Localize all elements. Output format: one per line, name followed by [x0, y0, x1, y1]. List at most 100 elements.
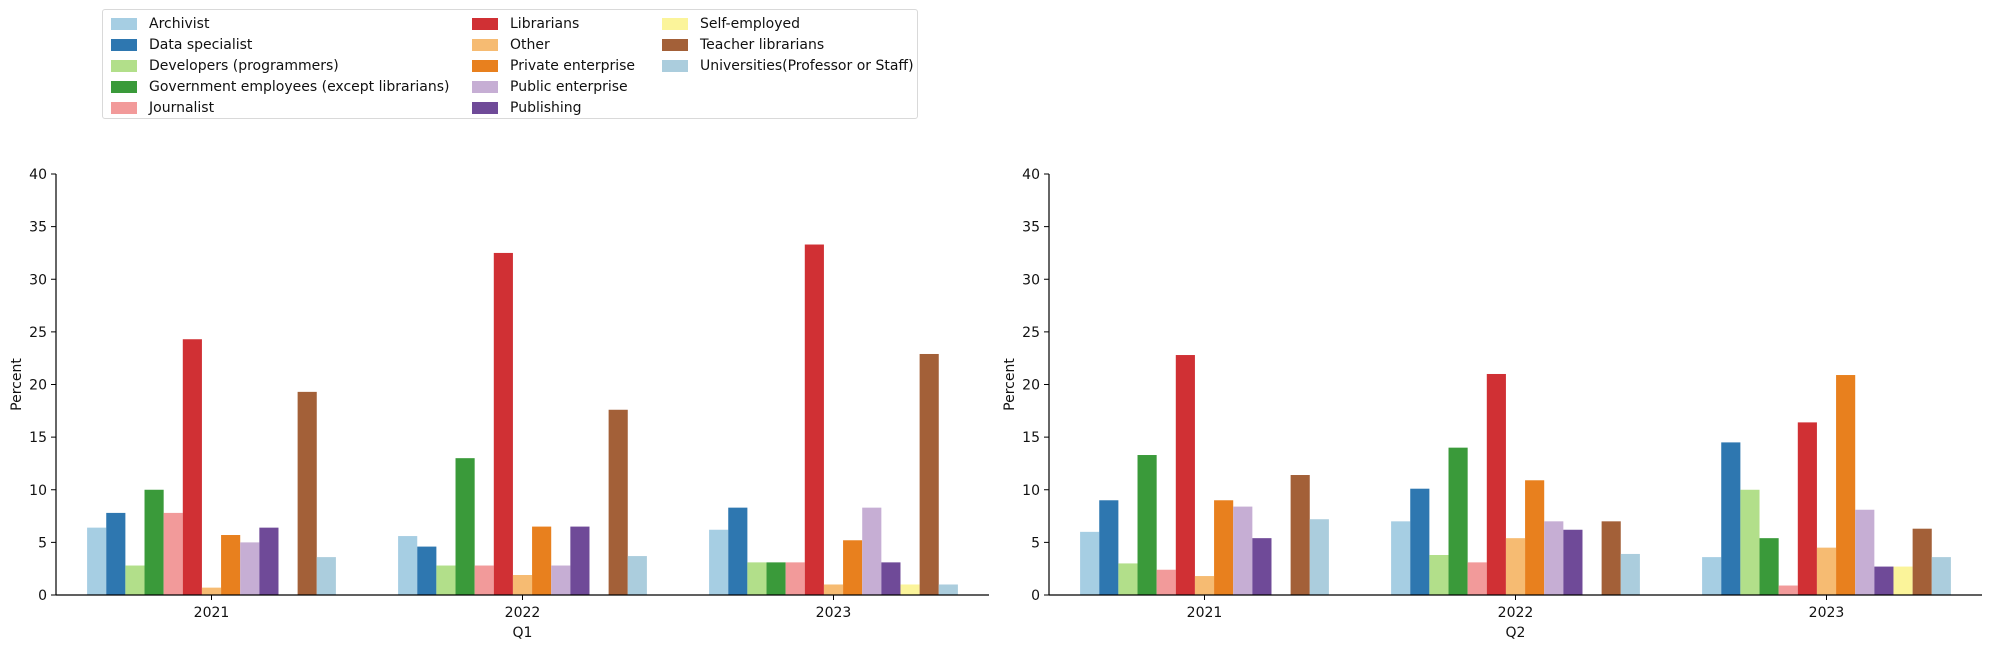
- bar: [1702, 557, 1722, 595]
- bar: [1214, 500, 1234, 595]
- y-tick-label: 0: [1031, 588, 1040, 604]
- bar: [1874, 566, 1894, 595]
- bar: [182, 339, 202, 595]
- bar: [1233, 506, 1253, 595]
- legend-item: Government employees (except librarians): [111, 79, 449, 95]
- bar: [709, 529, 729, 595]
- bar: [785, 562, 805, 595]
- bar: [551, 565, 571, 595]
- legend-swatch: [111, 39, 137, 51]
- bar: [1525, 480, 1545, 595]
- bar: [1778, 585, 1798, 595]
- y-tick-label: 25: [29, 325, 47, 341]
- bar: [1194, 576, 1215, 595]
- bar: [1797, 422, 1817, 595]
- legend-swatch: [472, 39, 498, 51]
- bar: [1721, 442, 1741, 595]
- x-tick-label: 2021: [194, 605, 230, 621]
- bar: [532, 526, 552, 595]
- bar: [297, 391, 317, 595]
- y-tick-label: 40: [1022, 167, 1040, 183]
- legend-label: Self-employed: [700, 16, 800, 32]
- legend-label: Librarians: [510, 16, 580, 32]
- bar: [766, 562, 786, 595]
- bar: [1448, 447, 1468, 595]
- bar: [1601, 521, 1621, 595]
- x-tick-label: 2023: [1809, 605, 1845, 621]
- bar: [493, 252, 513, 595]
- legend-item: Librarians: [472, 16, 579, 32]
- bar: [1486, 373, 1506, 595]
- y-tick-label: 35: [29, 220, 47, 236]
- y-tick-label: 5: [38, 535, 47, 551]
- y-tick-label: 30: [29, 272, 47, 288]
- bar: [843, 540, 863, 595]
- bar: [1410, 488, 1430, 595]
- bar: [512, 575, 533, 595]
- x-axis-title: Q1: [513, 625, 533, 641]
- bar: [1290, 475, 1310, 595]
- legend-label: Data specialist: [149, 37, 253, 53]
- bar: [474, 565, 494, 595]
- bar: [881, 562, 901, 595]
- bar: [1620, 553, 1640, 595]
- y-tick-label: 20: [29, 378, 47, 394]
- bar: [1505, 538, 1526, 595]
- x-tick-label: 2022: [505, 605, 541, 621]
- legend-swatch: [662, 18, 688, 30]
- legend-swatch: [111, 81, 137, 93]
- legend-label: Private enterprise: [510, 58, 636, 74]
- bar: [1099, 500, 1119, 595]
- bar: [106, 512, 126, 595]
- bar: [1080, 531, 1100, 595]
- bar: [747, 562, 767, 595]
- x-tick-label: 2022: [1498, 605, 1534, 621]
- bar: [1931, 557, 1951, 595]
- bar: [1836, 375, 1856, 595]
- legend-swatch: [111, 18, 137, 30]
- bar: [900, 584, 920, 595]
- legend-swatch: [472, 81, 498, 93]
- legend-item: Data specialist: [111, 37, 252, 53]
- legend-item: Developers (programmers): [111, 58, 339, 74]
- bar: [1429, 555, 1449, 595]
- bar: [1137, 455, 1157, 595]
- bar: [608, 409, 628, 595]
- legend-item: Journalist: [111, 100, 214, 116]
- x-tick-label: 2023: [816, 605, 852, 621]
- y-tick-label: 10: [29, 483, 47, 499]
- legend-swatch: [111, 60, 137, 72]
- legend-label: Journalist: [149, 100, 215, 116]
- legend-label: Publishing: [510, 100, 582, 116]
- legend-label: Government employees (except librarians): [149, 79, 450, 95]
- bar: [436, 565, 456, 595]
- x-axis-title: Q2: [1506, 625, 1526, 641]
- y-tick-label: 15: [29, 430, 47, 446]
- legend-swatch: [472, 60, 498, 72]
- bar: [1175, 355, 1195, 595]
- legend-item: Publishing: [472, 100, 582, 116]
- bar: [862, 507, 882, 595]
- legend-item: Public enterprise: [472, 79, 628, 95]
- y-tick-label: 10: [1022, 483, 1040, 499]
- y-tick-label: 30: [1022, 272, 1040, 288]
- bar: [1912, 528, 1932, 595]
- legend-swatch: [472, 102, 498, 114]
- bar: [1740, 489, 1760, 595]
- bar: [1252, 538, 1272, 595]
- bar: [1759, 538, 1779, 595]
- legend-label: Other: [510, 37, 550, 53]
- bar: [125, 565, 145, 595]
- bar: [417, 546, 437, 595]
- bar: [1156, 569, 1176, 595]
- y-axis-title: Percent: [9, 358, 25, 411]
- bar: [1118, 563, 1138, 595]
- legend-item: Other: [472, 37, 550, 53]
- bar: [1544, 521, 1564, 595]
- y-axis-title: Percent: [1002, 358, 1018, 411]
- bar: [823, 584, 844, 595]
- bar: [728, 507, 748, 595]
- bar: [570, 526, 590, 595]
- bar: [87, 527, 107, 595]
